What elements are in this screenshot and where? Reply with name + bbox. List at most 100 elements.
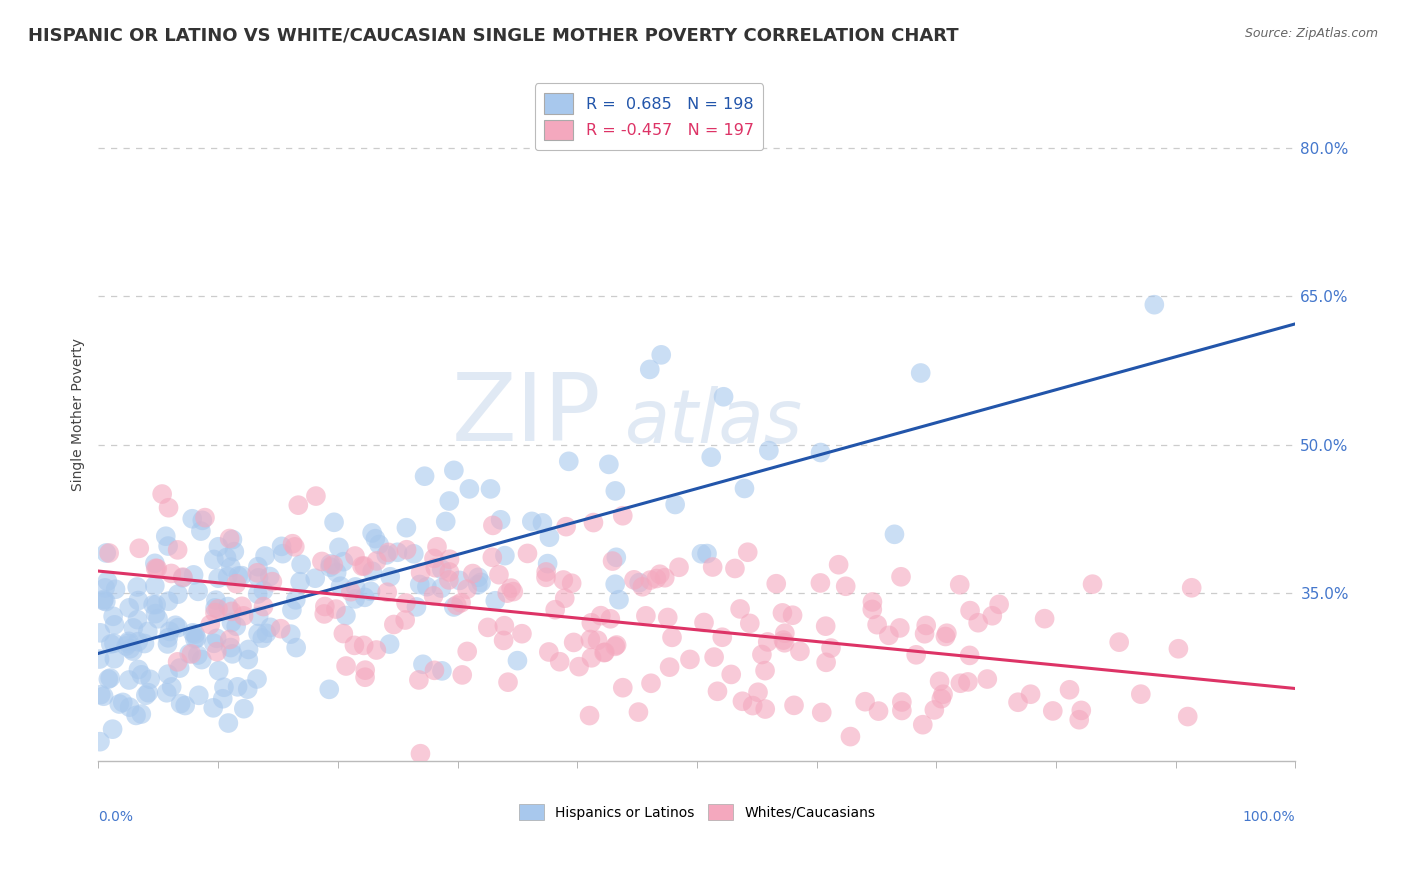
Point	[789, 644, 811, 658]
Point	[157, 631, 180, 645]
Point	[117, 636, 139, 650]
Point	[202, 701, 225, 715]
Point	[1033, 612, 1056, 626]
Point	[118, 700, 141, 714]
Point	[605, 640, 627, 654]
Point	[231, 599, 253, 614]
Point	[93, 690, 115, 704]
Point	[839, 730, 862, 744]
Point	[733, 482, 755, 496]
Point	[409, 747, 432, 761]
Point	[911, 717, 934, 731]
Point	[366, 554, 388, 568]
Point	[103, 652, 125, 666]
Point	[640, 676, 662, 690]
Point	[451, 668, 474, 682]
Point	[754, 664, 776, 678]
Point	[157, 594, 180, 608]
Point	[143, 557, 166, 571]
Point	[94, 594, 117, 608]
Point	[187, 584, 209, 599]
Point	[167, 587, 190, 601]
Point	[593, 645, 616, 659]
Point	[135, 688, 157, 702]
Point	[456, 644, 478, 658]
Point	[703, 650, 725, 665]
Point	[108, 697, 131, 711]
Point	[640, 573, 662, 587]
Point	[246, 672, 269, 686]
Point	[416, 580, 439, 594]
Point	[579, 632, 602, 647]
Point	[118, 673, 141, 687]
Point	[728, 602, 751, 616]
Point	[664, 498, 686, 512]
Point	[131, 707, 153, 722]
Point	[167, 621, 190, 635]
Point	[145, 561, 167, 575]
Point	[582, 516, 605, 530]
Point	[1177, 709, 1199, 723]
Text: HISPANIC OR LATINO VS WHITE/CAUCASIAN SINGLE MOTHER POVERTY CORRELATION CHART: HISPANIC OR LATINO VS WHITE/CAUCASIAN SI…	[28, 27, 959, 45]
Point	[702, 560, 724, 574]
Point	[290, 558, 312, 572]
Point	[281, 603, 304, 617]
Point	[773, 636, 796, 650]
Point	[395, 521, 418, 535]
Point	[246, 559, 269, 574]
Point	[180, 647, 202, 661]
Point	[353, 639, 375, 653]
Point	[103, 617, 125, 632]
Point	[238, 642, 260, 657]
Point	[605, 577, 627, 591]
Point	[1143, 298, 1166, 312]
Point	[187, 648, 209, 662]
Point	[204, 606, 226, 620]
Point	[101, 609, 124, 624]
Point	[281, 537, 304, 551]
Point	[423, 551, 446, 566]
Point	[280, 627, 302, 641]
Point	[1070, 703, 1092, 717]
Point	[1081, 577, 1104, 591]
Point	[481, 550, 503, 565]
Point	[820, 641, 842, 656]
Point	[284, 540, 307, 554]
Point	[378, 637, 401, 651]
Point	[122, 621, 145, 635]
Point	[413, 469, 436, 483]
Point	[311, 554, 333, 568]
Point	[366, 643, 388, 657]
Point	[645, 572, 668, 586]
Point	[262, 574, 284, 589]
Point	[586, 633, 609, 648]
Point	[380, 570, 402, 584]
Point	[1042, 704, 1064, 718]
Point	[494, 549, 516, 563]
Point	[103, 636, 125, 650]
Point	[325, 602, 347, 616]
Point	[534, 570, 557, 584]
Point	[783, 698, 806, 713]
Point	[96, 546, 118, 560]
Point	[328, 541, 350, 555]
Point	[477, 620, 499, 634]
Point	[247, 571, 270, 585]
Point	[160, 566, 183, 581]
Point	[623, 573, 645, 587]
Point	[949, 578, 972, 592]
Point	[534, 565, 557, 579]
Point	[589, 608, 612, 623]
Point	[450, 596, 472, 610]
Point	[191, 513, 214, 527]
Point	[890, 704, 912, 718]
Point	[344, 580, 367, 594]
Point	[166, 655, 188, 669]
Point	[127, 593, 149, 607]
Point	[578, 708, 600, 723]
Point	[184, 627, 207, 641]
Point	[340, 584, 363, 599]
Point	[100, 637, 122, 651]
Point	[658, 660, 681, 674]
Point	[756, 635, 779, 649]
